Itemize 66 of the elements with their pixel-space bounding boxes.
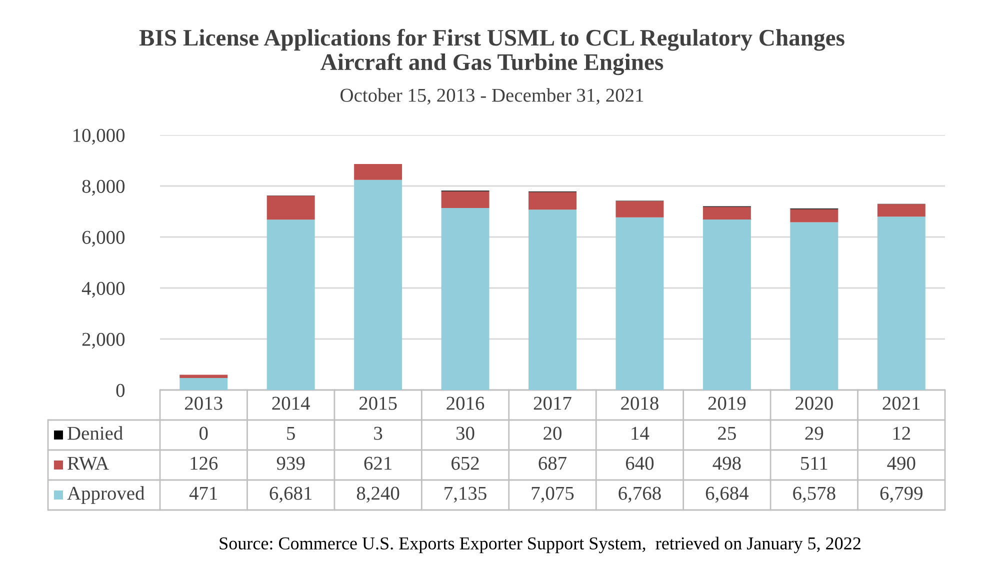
data-label: 5	[287, 426, 295, 440]
y-tick-label: 8,000	[82, 180, 125, 196]
data-label: 29	[805, 426, 824, 440]
x-tick-label: 2020	[796, 396, 833, 410]
legend-label: Approved	[67, 486, 145, 504]
data-label: 511	[801, 456, 828, 470]
legend-label: RWA	[68, 456, 109, 470]
bar	[266, 196, 315, 220]
bar	[616, 217, 664, 390]
bar	[702, 206, 751, 220]
data-label: 621	[364, 456, 392, 470]
y-tick-label: 10,000	[74, 128, 125, 145]
bar	[354, 164, 402, 180]
data-label: 6,799	[880, 486, 922, 503]
legend-label: Denied	[68, 426, 123, 440]
bar	[180, 378, 228, 390]
y-tick-label: 4,000	[82, 282, 125, 298]
y-tick-label: 2,000	[82, 332, 125, 349]
data-label: 25	[718, 426, 736, 440]
data-label: 471	[189, 486, 218, 500]
x-tick-label: 2016	[446, 396, 484, 410]
data-label: 490	[887, 456, 916, 470]
data-label: 652	[452, 456, 479, 470]
bar	[441, 191, 490, 208]
data-label: 126	[190, 456, 218, 470]
data-label: 6,578	[793, 486, 836, 503]
data-label: 8,240	[356, 486, 400, 503]
source-note: Source: Commerce U.S. Exports Exporter Support System, retrieved on January 5, 2022	[220, 536, 860, 554]
bar	[354, 180, 402, 390]
x-tick-label: 2021	[882, 396, 920, 410]
bar	[266, 220, 315, 390]
data-label: 3	[374, 426, 382, 440]
data-label: 687	[538, 456, 567, 470]
data-label: 7,135	[444, 486, 486, 503]
data-label: 20	[544, 426, 562, 440]
bar	[180, 374, 228, 378]
bar	[790, 209, 838, 222]
data-label: 12	[893, 426, 910, 440]
y-tick-label: 0	[116, 384, 125, 397]
x-tick-label: 2017	[534, 396, 572, 410]
data-label: 498	[712, 456, 741, 470]
data-label: 6,684	[706, 486, 749, 503]
data-label: 939	[276, 456, 305, 470]
bar	[877, 216, 926, 390]
data-label: 14	[632, 426, 650, 440]
bar	[616, 201, 664, 218]
bar	[790, 222, 838, 390]
bar	[702, 220, 751, 390]
data-label: 640	[626, 456, 654, 470]
data-label: 7,075	[532, 486, 574, 503]
data-label: 30	[456, 426, 474, 440]
x-tick-label: 2018	[621, 396, 658, 410]
bar	[877, 204, 926, 217]
x-tick-label: 2013	[185, 396, 222, 410]
data-label: 6,681	[270, 486, 312, 503]
chart-subtitle: October 15, 2013 - December 31, 2021	[340, 88, 644, 105]
x-tick-label: 2015	[359, 396, 397, 410]
data-label: 0	[199, 426, 208, 440]
data-label: 6,768	[618, 486, 661, 503]
x-tick-label: 2019	[708, 396, 746, 410]
chart-title: BIS License Applications for First USML to CCL Regulatory Changes Aircraft and Gas Turbine Engines	[139, 28, 844, 76]
y-tick-label: 6,000	[82, 230, 125, 247]
bar	[441, 208, 490, 390]
x-tick-label: 2014	[272, 396, 310, 410]
bar	[528, 192, 576, 210]
bar	[528, 210, 576, 390]
